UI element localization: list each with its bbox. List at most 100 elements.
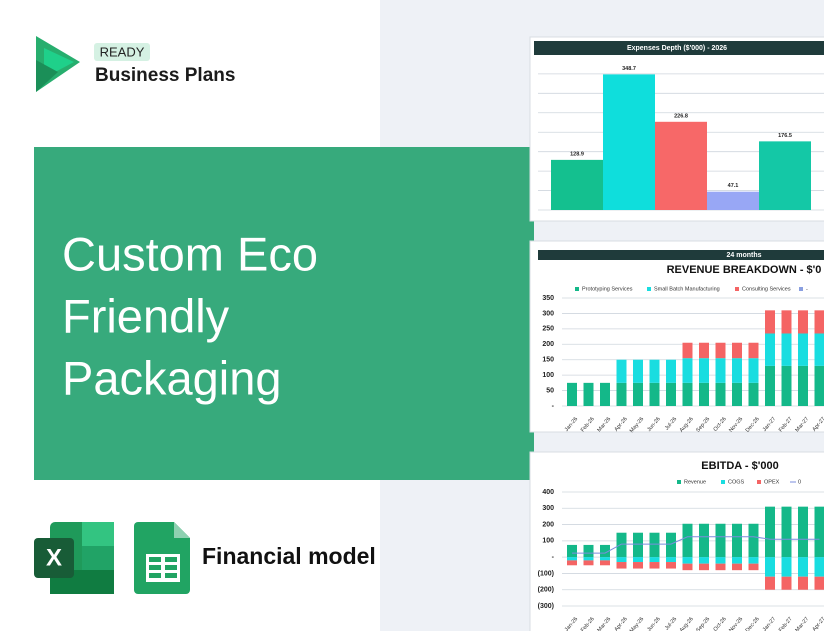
bar-segment: [583, 560, 594, 566]
bar-segment: [649, 382, 660, 406]
bar-segment: [666, 382, 676, 406]
svg-text:X: X: [46, 544, 62, 571]
y-tick-label: 300: [542, 505, 554, 512]
bar-segment: [798, 310, 808, 334]
headline-line: Custom Eco: [62, 227, 318, 280]
y-tick-label: 300: [542, 310, 554, 317]
bar-segment: [732, 523, 742, 558]
y-tick-label: (300): [538, 603, 554, 610]
chart-title: EBITDA - $'000: [701, 460, 778, 472]
legend-label: COGS: [728, 479, 745, 485]
value-label: 226.8: [674, 113, 688, 119]
bar-segment: [682, 523, 693, 558]
legend-label: 0: [798, 479, 801, 485]
bar-segment: [798, 333, 808, 366]
bar-segment: [682, 358, 693, 383]
bar-segment: [732, 557, 742, 564]
bar-segment: [798, 576, 808, 590]
y-tick-label: (100): [538, 570, 554, 577]
bar: [551, 159, 603, 210]
chart-header-bar: [538, 250, 824, 260]
chart-header-bar: [534, 41, 824, 55]
y-tick-label: 50: [546, 387, 554, 394]
bar-segment: [781, 506, 792, 558]
legend-swatch: [677, 480, 681, 484]
bar: [655, 121, 707, 210]
bar-segment: [616, 562, 627, 569]
bar-segment: [715, 358, 726, 383]
legend-swatch: [575, 287, 579, 291]
legend-swatch: [735, 287, 739, 291]
excel-icon: X: [34, 522, 114, 594]
bar-segment: [616, 557, 627, 563]
bar-segment: [699, 523, 709, 558]
headline-line: Friendly: [62, 289, 230, 342]
bar-segment: [649, 562, 660, 569]
bar-segment: [781, 576, 792, 590]
sheets-icon: [134, 522, 190, 594]
y-tick-label: (200): [538, 587, 554, 594]
bar-segment: [699, 557, 709, 564]
bar-segment: [781, 310, 792, 334]
bar: [603, 74, 655, 211]
y-tick-label: 100: [542, 538, 554, 545]
bar-segment: [666, 557, 676, 563]
y-tick-label: 250: [542, 326, 554, 333]
bar-segment: [616, 382, 627, 406]
y-tick-label: 350: [542, 295, 554, 302]
bar-segment: [798, 557, 808, 577]
value-label: 348.7: [622, 66, 636, 72]
bar-segment: [600, 560, 610, 566]
bar-segment: [748, 523, 759, 558]
bar-segment: [814, 333, 824, 366]
y-tick-label: 200: [542, 341, 554, 348]
bar-segment: [699, 342, 709, 359]
bar-segment: [633, 532, 643, 558]
bar-segment: [748, 382, 759, 406]
bar-segment: [748, 358, 759, 383]
bar-segment: [748, 563, 759, 571]
bar-segment: [583, 557, 594, 561]
legend-label: -: [806, 286, 808, 292]
value-label: 128.9: [570, 151, 584, 157]
bar-segment: [732, 342, 742, 359]
logo: [36, 36, 80, 92]
legend-label: Consulting Services: [742, 286, 791, 292]
line-series: [572, 536, 820, 554]
chart-title: Expenses Depth ($'000) - 2026: [627, 45, 727, 52]
y-tick-label: 400: [542, 489, 554, 496]
bar-segment: [748, 342, 759, 359]
bar-segment: [699, 382, 709, 406]
bar-segment: [715, 563, 726, 571]
bar-segment: [666, 532, 676, 558]
bar-segment: [814, 557, 824, 577]
bar-segment: [765, 576, 775, 590]
bar-segment: [732, 358, 742, 383]
badge: [94, 43, 150, 61]
bar-segment: [715, 523, 726, 558]
badge-text: READY: [100, 44, 145, 59]
bar-segment: [781, 557, 792, 577]
legend-label: Small Batch Manufacturing: [654, 286, 720, 292]
bar-segment: [814, 506, 824, 558]
chart-title: REVENUE BREAKDOWN - $'0: [667, 264, 822, 276]
headline-line: Packaging: [62, 351, 282, 404]
bar-segment: [633, 382, 643, 406]
chart-subtitle: 24 months: [726, 252, 761, 259]
legend-swatch: [799, 287, 803, 291]
headline-panel: [34, 147, 534, 480]
legend-swatch: [757, 480, 761, 484]
legend-label: Revenue: [684, 479, 706, 485]
bar-segment: [715, 382, 726, 406]
bar-segment: [633, 557, 643, 563]
bar-segment: [682, 342, 693, 359]
footer-label: Financial model: [202, 543, 376, 569]
bar-segment: [567, 382, 577, 406]
bar-segment: [715, 342, 726, 359]
bar: [707, 191, 759, 210]
bar-segment: [583, 382, 594, 406]
y-tick-label: 200: [542, 521, 554, 528]
bar-segment: [666, 562, 676, 569]
